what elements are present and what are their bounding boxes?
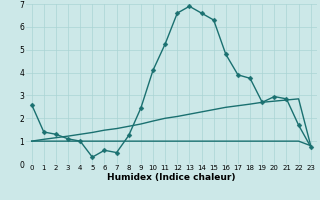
X-axis label: Humidex (Indice chaleur): Humidex (Indice chaleur) xyxy=(107,173,236,182)
